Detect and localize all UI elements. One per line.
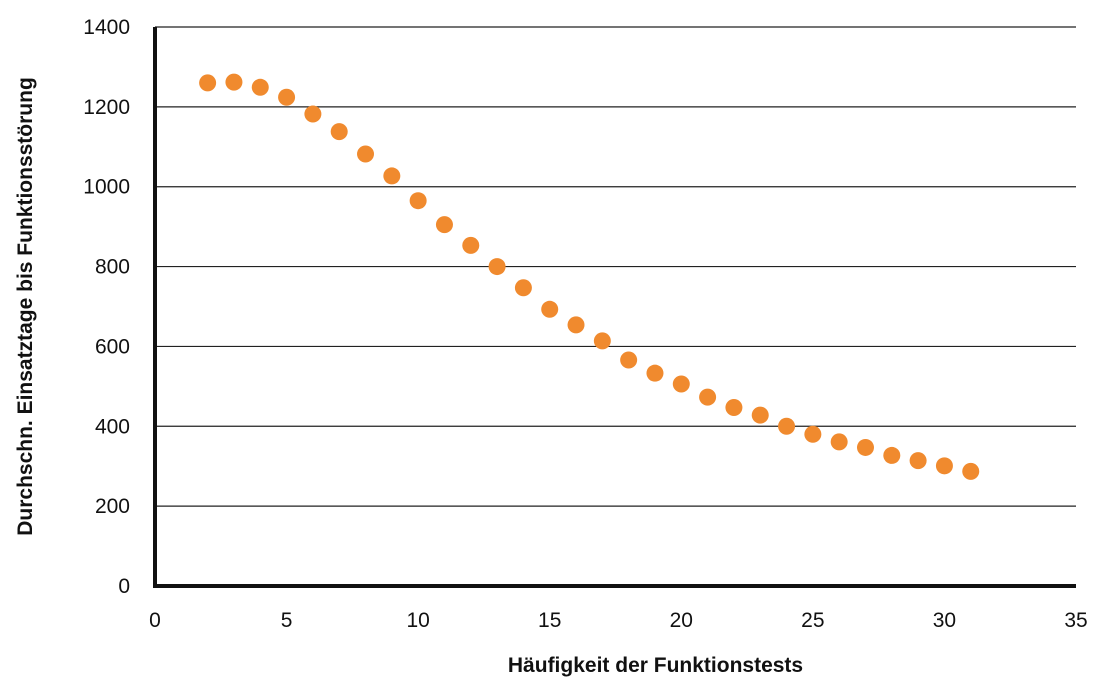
data-point (883, 446, 901, 464)
data-point (751, 406, 769, 424)
data-point (225, 73, 243, 91)
data-point (778, 417, 796, 435)
data-point (856, 438, 874, 456)
data-point (514, 279, 532, 297)
data-point (672, 375, 690, 393)
data-point (383, 167, 401, 185)
data-point (435, 216, 453, 234)
data-point (199, 74, 217, 92)
y-tick-label: 1200 (83, 96, 130, 119)
data-point (830, 433, 848, 451)
y-tick-label: 1400 (83, 16, 130, 39)
y-axis-title: Durchschn. Einsatztage bis Funktionsstör… (14, 77, 37, 536)
y-tick-label: 1000 (83, 176, 130, 199)
data-point (462, 236, 480, 254)
data-point (620, 351, 638, 369)
data-point (357, 145, 375, 163)
data-point (593, 332, 611, 350)
y-axis-ticks: 0 200 400 600 800 1000 1200 1400 (83, 16, 130, 598)
data-point (699, 388, 717, 406)
y-tick-label: 600 (95, 335, 130, 358)
data-point (488, 258, 506, 276)
data-point (330, 123, 348, 141)
data-point (646, 364, 664, 382)
x-tick-label: 10 (406, 609, 429, 632)
data-point (409, 192, 427, 210)
data-point (541, 300, 559, 318)
x-tick-label: 5 (281, 609, 293, 632)
y-tick-label: 800 (95, 256, 130, 279)
data-point (804, 425, 822, 443)
data-point (304, 105, 322, 123)
data-point (725, 399, 743, 417)
x-tick-label: 35 (1064, 609, 1087, 632)
data-point (935, 457, 953, 475)
x-axis-ticks: 0 5 10 15 20 25 30 35 (149, 609, 1088, 632)
data-point (567, 316, 585, 334)
x-tick-label: 30 (933, 609, 956, 632)
y-tick-label: 0 (118, 575, 130, 598)
data-point (278, 88, 296, 106)
data-points (199, 73, 980, 480)
data-point (909, 452, 927, 470)
y-tick-label: 400 (95, 415, 130, 438)
x-tick-label: 25 (801, 609, 824, 632)
y-tick-label: 200 (95, 495, 130, 518)
x-tick-label: 20 (670, 609, 693, 632)
x-tick-label: 15 (538, 609, 561, 632)
x-axis-title: Häufigkeit der Funktionstests (508, 654, 803, 677)
data-point (251, 78, 269, 96)
data-point (962, 462, 980, 480)
x-tick-label: 0 (149, 609, 161, 632)
